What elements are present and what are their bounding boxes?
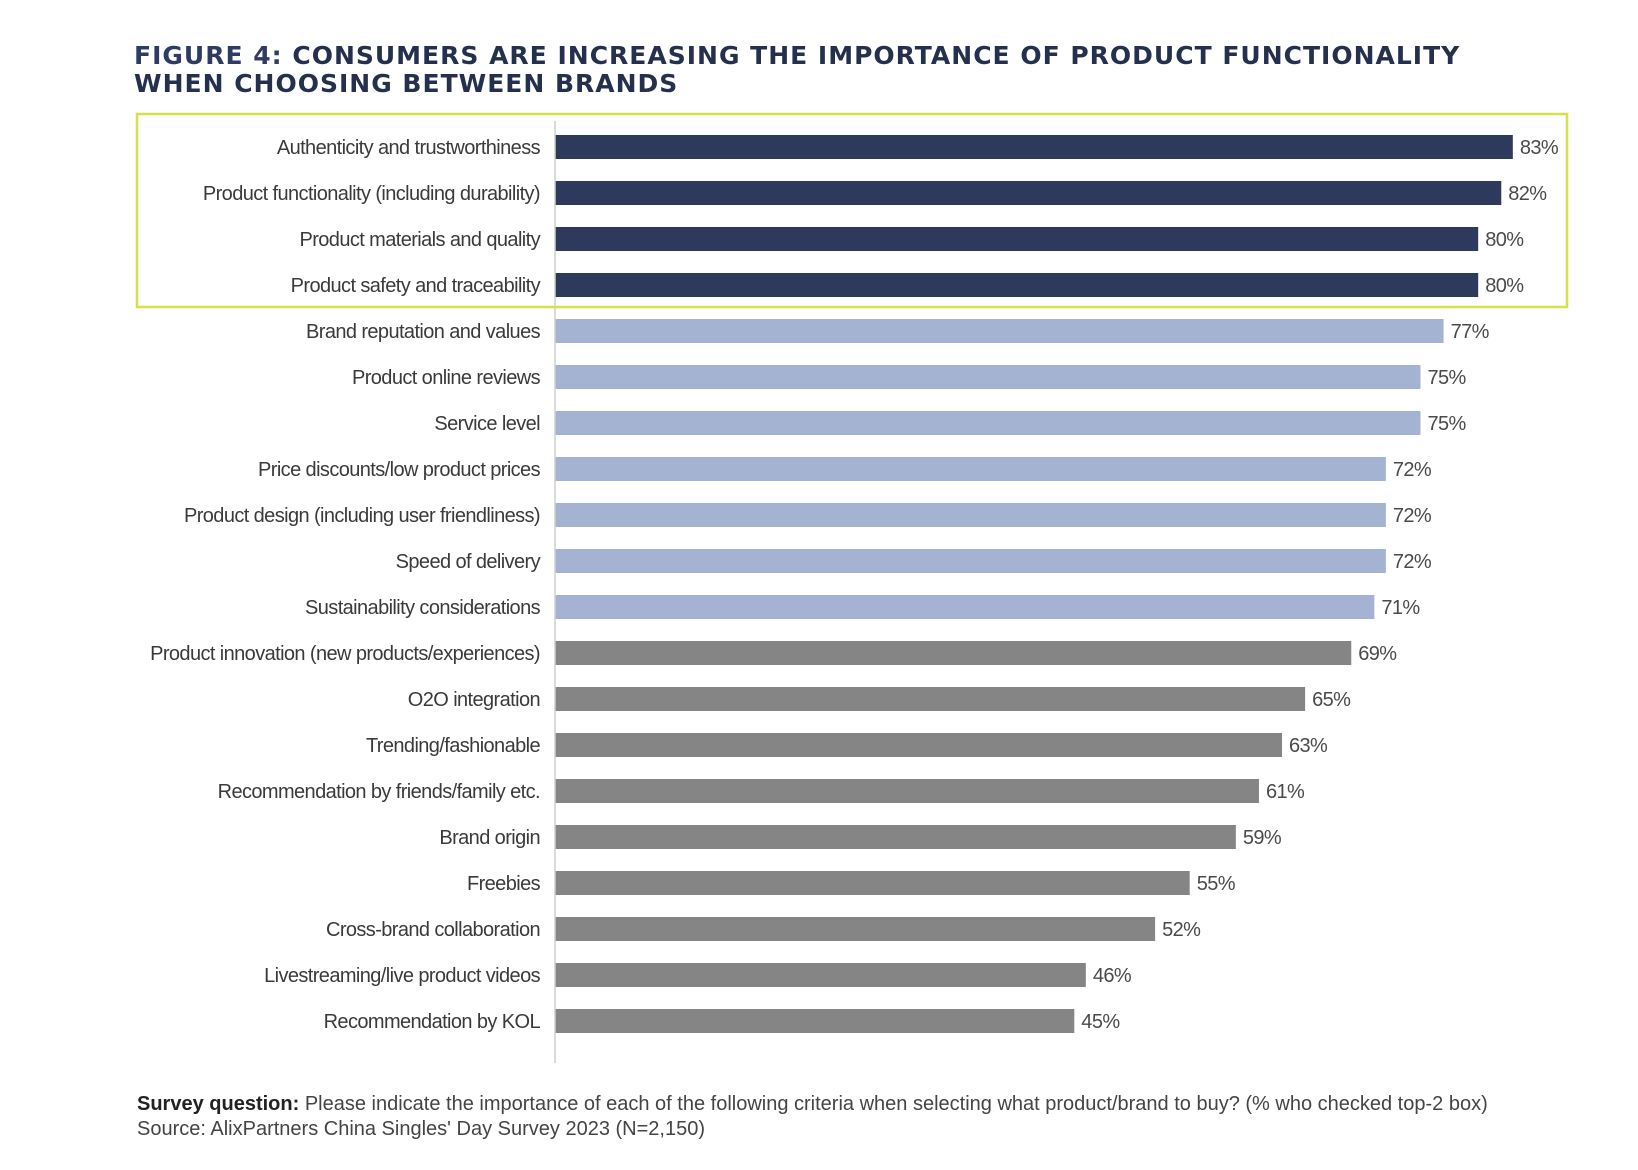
category-label: Speed of delivery [396, 551, 541, 573]
data-label: 72% [1393, 551, 1432, 573]
category-label: Price discounts/low product prices [258, 459, 541, 481]
category-label: Brand reputation and values [306, 321, 541, 343]
category-label: Service level [434, 413, 540, 435]
bar [555, 273, 1479, 297]
figure-label: FIGURE 4: [134, 41, 283, 70]
bar-chart: Authenticity and trustworthiness 83% Produ… [135, 112, 1569, 1063]
bar [555, 365, 1421, 389]
data-label: 80% [1485, 229, 1524, 251]
bar [555, 595, 1375, 619]
bar [555, 733, 1283, 757]
data-label: 80% [1485, 275, 1524, 297]
category-label: Authenticity and trustworthiness [277, 137, 541, 159]
bar [555, 779, 1259, 803]
category-label: Product materials and quality [299, 229, 540, 251]
data-label: 52% [1162, 919, 1201, 941]
data-label: 63% [1289, 735, 1328, 757]
bar [555, 687, 1306, 711]
data-label: 61% [1266, 781, 1305, 803]
bar [555, 319, 1444, 343]
category-label: Cross-brand collaboration [326, 919, 540, 941]
bar [555, 181, 1502, 205]
bar [555, 549, 1386, 573]
bar [555, 871, 1190, 895]
survey-question: Survey question: Please indicate the imp… [137, 1092, 1617, 1117]
category-label: Product safety and traceability [291, 275, 541, 297]
category-label: Product innovation (new products/experie… [150, 643, 540, 665]
category-label: Trending/fashionable [366, 735, 541, 757]
bar [555, 457, 1386, 481]
bar [555, 825, 1236, 849]
category-label: O2O integration [408, 689, 540, 711]
data-label: 82% [1508, 183, 1547, 205]
data-label: 75% [1428, 367, 1467, 389]
bar [555, 1009, 1075, 1033]
data-label: 83% [1520, 137, 1559, 159]
survey-question-text: Please indicate the importance of each o… [299, 1093, 1488, 1115]
data-label: 45% [1081, 1011, 1120, 1033]
data-label: 72% [1393, 505, 1432, 527]
data-label: 55% [1197, 873, 1236, 895]
chart-title-text: CONSUMERS ARE INCREASING THE IMPORTANCE … [134, 41, 1461, 98]
chart-footer: Survey question: Please indicate the imp… [137, 1092, 1617, 1142]
data-label: 71% [1381, 597, 1420, 619]
survey-question-label: Survey question: [137, 1093, 300, 1115]
source-note: Source: AlixPartners China Singles' Day … [137, 1118, 705, 1140]
data-label: 59% [1243, 827, 1282, 849]
bar [555, 963, 1086, 987]
category-label: Recommendation by KOL [324, 1011, 541, 1033]
highlight-box [135, 112, 1569, 309]
bar [555, 503, 1386, 527]
bar [555, 135, 1513, 159]
data-label: 75% [1428, 413, 1467, 435]
category-label: Sustainability considerations [305, 597, 541, 619]
category-label: Product functionality (including durabil… [203, 183, 540, 205]
data-label: 65% [1312, 689, 1351, 711]
bar [555, 917, 1156, 941]
data-label: 46% [1093, 965, 1132, 987]
category-label: Recommendation by friends/family etc. [218, 781, 540, 803]
data-label: 72% [1393, 459, 1432, 481]
category-label: Livestreaming/live product videos [264, 965, 541, 987]
bar [555, 641, 1352, 665]
data-label: 77% [1451, 321, 1490, 343]
bar [555, 411, 1421, 435]
category-label: Brand origin [439, 827, 540, 849]
chart-title: FIGURE 4: CONSUMERS ARE INCREASING THE I… [134, 42, 1554, 98]
data-label: 69% [1358, 643, 1397, 665]
bar [555, 227, 1479, 251]
category-label: Freebies [467, 873, 541, 895]
category-label: Product online reviews [352, 367, 541, 389]
category-label: Product design (including user friendlin… [184, 505, 540, 527]
